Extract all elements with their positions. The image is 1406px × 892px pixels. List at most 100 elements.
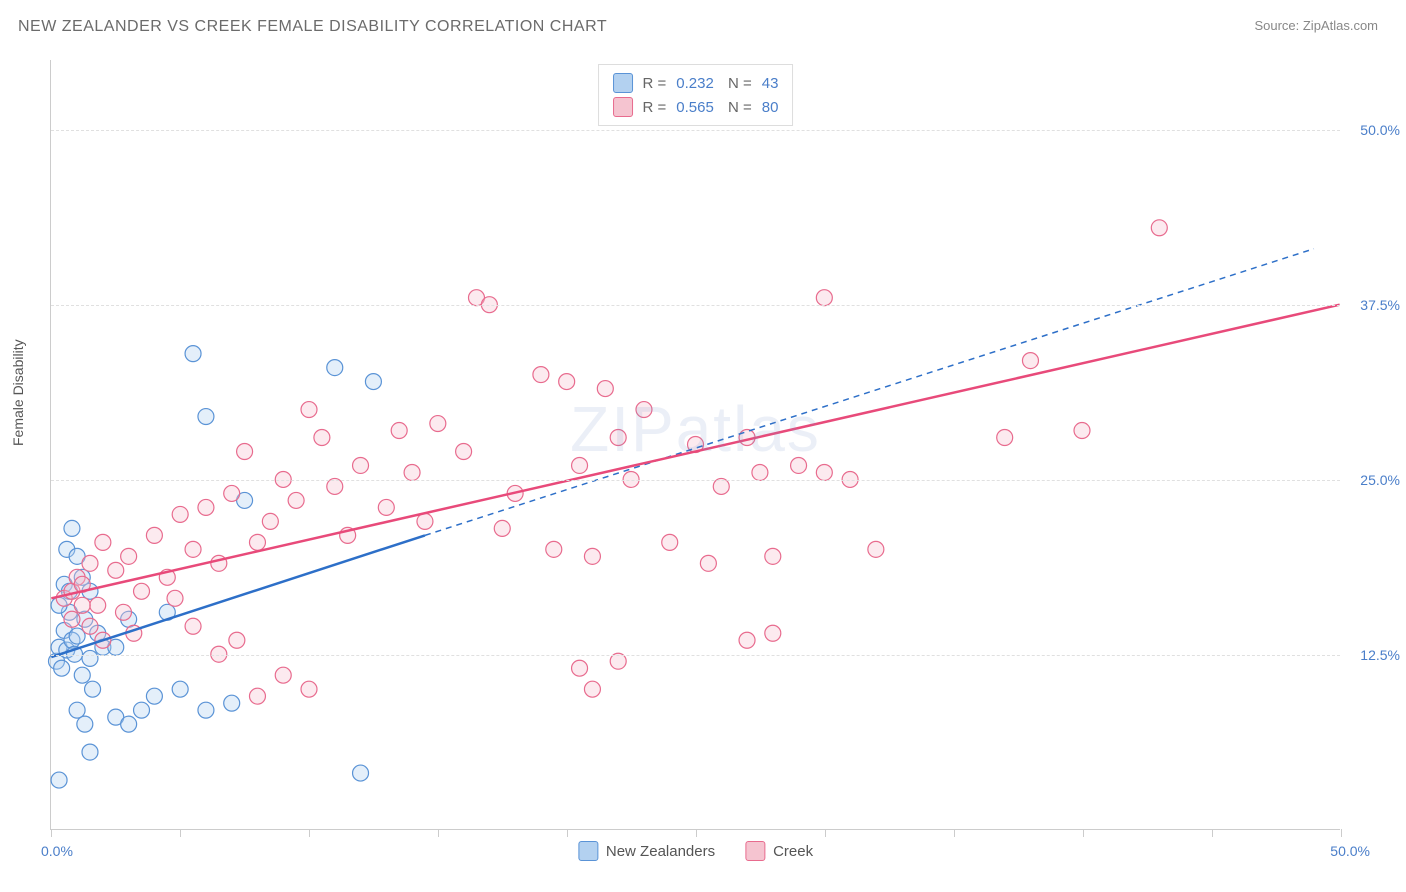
scatter-point xyxy=(301,681,317,697)
chart-container: NEW ZEALANDER VS CREEK FEMALE DISABILITY… xyxy=(0,0,1406,892)
scatter-point xyxy=(584,681,600,697)
source-attribution: Source: ZipAtlas.com xyxy=(1254,18,1378,33)
scatter-point xyxy=(82,744,98,760)
scatter-point xyxy=(77,716,93,732)
scatter-point xyxy=(353,457,369,473)
scatter-point xyxy=(275,667,291,683)
scatter-point xyxy=(146,688,162,704)
scatter-point xyxy=(572,457,588,473)
scatter-point xyxy=(662,534,678,550)
scatter-point xyxy=(378,499,394,515)
scatter-point xyxy=(417,513,433,529)
scatter-point xyxy=(816,290,832,306)
legend-r-label: R = xyxy=(643,99,667,116)
scatter-point xyxy=(597,381,613,397)
scatter-point xyxy=(224,485,240,501)
y-tick-label: 50.0% xyxy=(1360,122,1400,138)
scatter-point xyxy=(584,548,600,564)
scatter-point xyxy=(765,625,781,641)
scatter-point xyxy=(816,464,832,480)
scatter-point xyxy=(69,702,85,718)
legend-item: New Zealanders xyxy=(578,841,715,861)
scatter-point xyxy=(185,618,201,634)
legend-stats: R = 0.232 N = 43 R = 0.565 N = 80 xyxy=(598,64,794,126)
scatter-point xyxy=(752,464,768,480)
legend-swatch-blue xyxy=(578,841,598,861)
x-tick xyxy=(1212,829,1213,837)
scatter-point xyxy=(146,527,162,543)
scatter-point xyxy=(108,562,124,578)
scatter-point xyxy=(546,541,562,557)
y-tick-label: 12.5% xyxy=(1360,647,1400,663)
scatter-point xyxy=(327,360,343,376)
scatter-point xyxy=(121,716,137,732)
scatter-point xyxy=(185,346,201,362)
legend-stats-row: R = 0.232 N = 43 xyxy=(613,71,779,95)
legend-label: New Zealanders xyxy=(606,843,715,860)
scatter-point xyxy=(739,632,755,648)
legend-n-label: N = xyxy=(724,75,752,92)
y-axis-label: Female Disability xyxy=(10,339,26,446)
scatter-point xyxy=(82,555,98,571)
scatter-point xyxy=(85,681,101,697)
trend-line-dashed xyxy=(425,249,1314,536)
legend-swatch-pink xyxy=(745,841,765,861)
legend-stats-row: R = 0.565 N = 80 xyxy=(613,95,779,119)
x-tick xyxy=(438,829,439,837)
scatter-point xyxy=(314,430,330,446)
scatter-point xyxy=(533,367,549,383)
scatter-point xyxy=(353,765,369,781)
chart-title: NEW ZEALANDER VS CREEK FEMALE DISABILITY… xyxy=(18,18,607,36)
scatter-point xyxy=(54,660,70,676)
x-tick xyxy=(180,829,181,837)
scatter-point xyxy=(559,374,575,390)
x-tick xyxy=(1341,829,1342,837)
plot-area: ZIPatlas R = 0.232 N = 43 R = 0.565 N = … xyxy=(50,60,1340,830)
legend-n-label: N = xyxy=(724,99,752,116)
scatter-point xyxy=(134,702,150,718)
gridline xyxy=(51,130,1340,131)
scatter-point xyxy=(791,457,807,473)
scatter-point xyxy=(172,681,188,697)
scatter-point xyxy=(494,520,510,536)
scatter-point xyxy=(172,506,188,522)
gridline xyxy=(51,305,1340,306)
scatter-point xyxy=(74,597,90,613)
gridline xyxy=(51,655,1340,656)
x-axis-min-label: 0.0% xyxy=(41,843,73,859)
x-tick xyxy=(696,829,697,837)
scatter-point xyxy=(82,618,98,634)
x-tick xyxy=(1083,829,1084,837)
x-tick xyxy=(567,829,568,837)
legend-r-label: R = xyxy=(643,75,667,92)
scatter-point xyxy=(229,632,245,648)
scatter-point xyxy=(64,520,80,536)
y-tick-label: 25.0% xyxy=(1360,472,1400,488)
scatter-point xyxy=(198,409,214,425)
scatter-point xyxy=(456,444,472,460)
scatter-point xyxy=(868,541,884,557)
scatter-point xyxy=(82,650,98,666)
legend-r-value: 0.565 xyxy=(676,99,714,116)
scatter-point xyxy=(90,597,106,613)
scatter-point xyxy=(121,548,137,564)
scatter-point xyxy=(430,416,446,432)
scatter-point xyxy=(301,402,317,418)
scatter-point xyxy=(1022,353,1038,369)
scatter-point xyxy=(1074,423,1090,439)
chart-svg xyxy=(51,60,1340,829)
scatter-point xyxy=(95,534,111,550)
scatter-point xyxy=(185,541,201,557)
scatter-point xyxy=(404,464,420,480)
legend-item: Creek xyxy=(745,841,813,861)
scatter-point xyxy=(198,702,214,718)
scatter-point xyxy=(365,374,381,390)
scatter-point xyxy=(997,430,1013,446)
scatter-point xyxy=(167,590,183,606)
scatter-point xyxy=(224,695,240,711)
x-tick xyxy=(309,829,310,837)
legend-r-value: 0.232 xyxy=(676,75,714,92)
legend-label: Creek xyxy=(773,843,813,860)
x-axis-max-label: 50.0% xyxy=(1330,843,1370,859)
scatter-point xyxy=(1151,220,1167,236)
